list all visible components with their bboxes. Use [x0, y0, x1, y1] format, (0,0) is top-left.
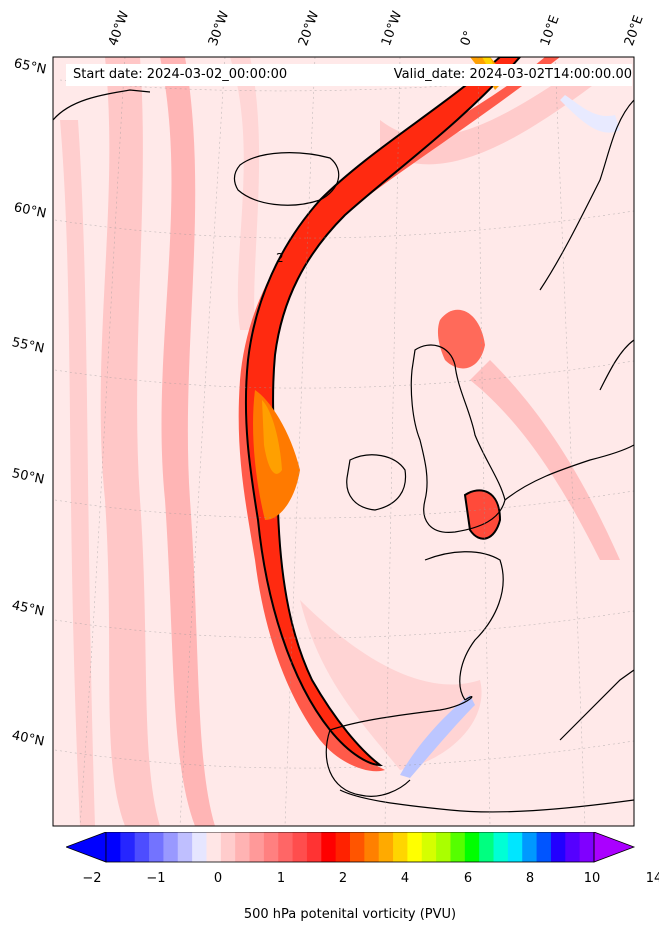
coast-scandinavia [599, 339, 634, 391]
valid-date-text: Valid_date: 2024-03-02T14:00:00.00 [393, 67, 632, 82]
colorbar-swatch [350, 832, 365, 862]
colorbar-extend-high [593, 832, 636, 863]
colorbar-swatch [335, 832, 351, 862]
colorbar-swatch [364, 832, 380, 862]
pv-blob-england [463, 489, 502, 540]
colorbar-tick: 4 [400, 871, 410, 886]
colorbar-swatch [278, 832, 294, 862]
colorbar-swatch [479, 832, 495, 862]
colorbar-swatch [436, 832, 451, 862]
low-pv-patch [400, 695, 475, 778]
colorbar-swatch [249, 832, 265, 862]
coast-netherlands [504, 444, 634, 501]
date-header: Start date: 2024-03-02_00:00:00 Valid_da… [66, 64, 632, 86]
colorbar [66, 832, 636, 863]
coast-italy [559, 669, 634, 741]
pv-bands [60, 57, 620, 826]
start-date-text: Start date: 2024-03-02_00:00:00 [73, 67, 288, 82]
colorbar-swatch [306, 832, 322, 862]
colorbar-tick: 14 [645, 871, 659, 886]
colorbar-swatch [106, 832, 121, 862]
coast-britain [410, 344, 506, 533]
colorbar-swatch [493, 832, 509, 862]
colorbar-swatch [507, 832, 523, 862]
colorbar-swatch [450, 832, 466, 862]
coast-greenland [53, 89, 151, 121]
colorbar-swatch [421, 832, 437, 862]
colorbar-swatch [321, 832, 337, 862]
coast-iceland [233, 152, 340, 206]
coast-africa [339, 789, 634, 813]
colorbar-swatch [192, 832, 207, 862]
colorbar-tick: 8 [525, 871, 535, 886]
map-frame [52, 56, 635, 827]
colorbar-swatch [134, 832, 150, 862]
colorbar-label: 500 hPa potenital vorticity (PVU) [243, 907, 457, 922]
colorbar-swatch [206, 832, 222, 862]
colorbar-swatch [292, 832, 308, 862]
colorbar-swatch [149, 832, 164, 862]
colorbar-swatch [177, 832, 193, 862]
contour-label: 2 [276, 251, 284, 265]
colorbar-swatch [522, 832, 538, 862]
colorbar-swatch [235, 832, 251, 862]
coast-iberia [325, 696, 473, 797]
colorbar-swatch [120, 832, 136, 862]
colorbar-swatch [378, 832, 394, 862]
colorbar-extend-low [66, 832, 107, 863]
colorbar-swatch [220, 832, 236, 862]
colorbar-swatch [407, 832, 423, 862]
colorbar-frame [105, 832, 595, 863]
colorbar-tick: −1 [146, 871, 166, 886]
colorbar-swatch [263, 832, 279, 862]
coast-ireland [346, 454, 407, 511]
low-pv-patch-2 [560, 95, 620, 133]
coastlines [53, 89, 634, 813]
colorbar-tick: 10 [583, 871, 601, 886]
colorbar-tick: 6 [463, 871, 473, 886]
colorbar-swatch [163, 832, 179, 862]
colorbar-tick: 2 [338, 871, 348, 886]
colorbar-swatch [536, 832, 552, 862]
colorbar-tick: 1 [276, 871, 286, 886]
colorbar-swatch [393, 832, 408, 862]
coast-norway [539, 99, 634, 291]
colorbar-tick: −2 [82, 871, 102, 886]
colorbar-tick: 0 [213, 871, 223, 886]
colorbar-swatch [565, 832, 581, 862]
colorbar-swatch [464, 832, 480, 862]
coast-france [424, 551, 504, 701]
colorbar-swatch [579, 832, 595, 862]
colorbar-swatch [550, 832, 566, 862]
